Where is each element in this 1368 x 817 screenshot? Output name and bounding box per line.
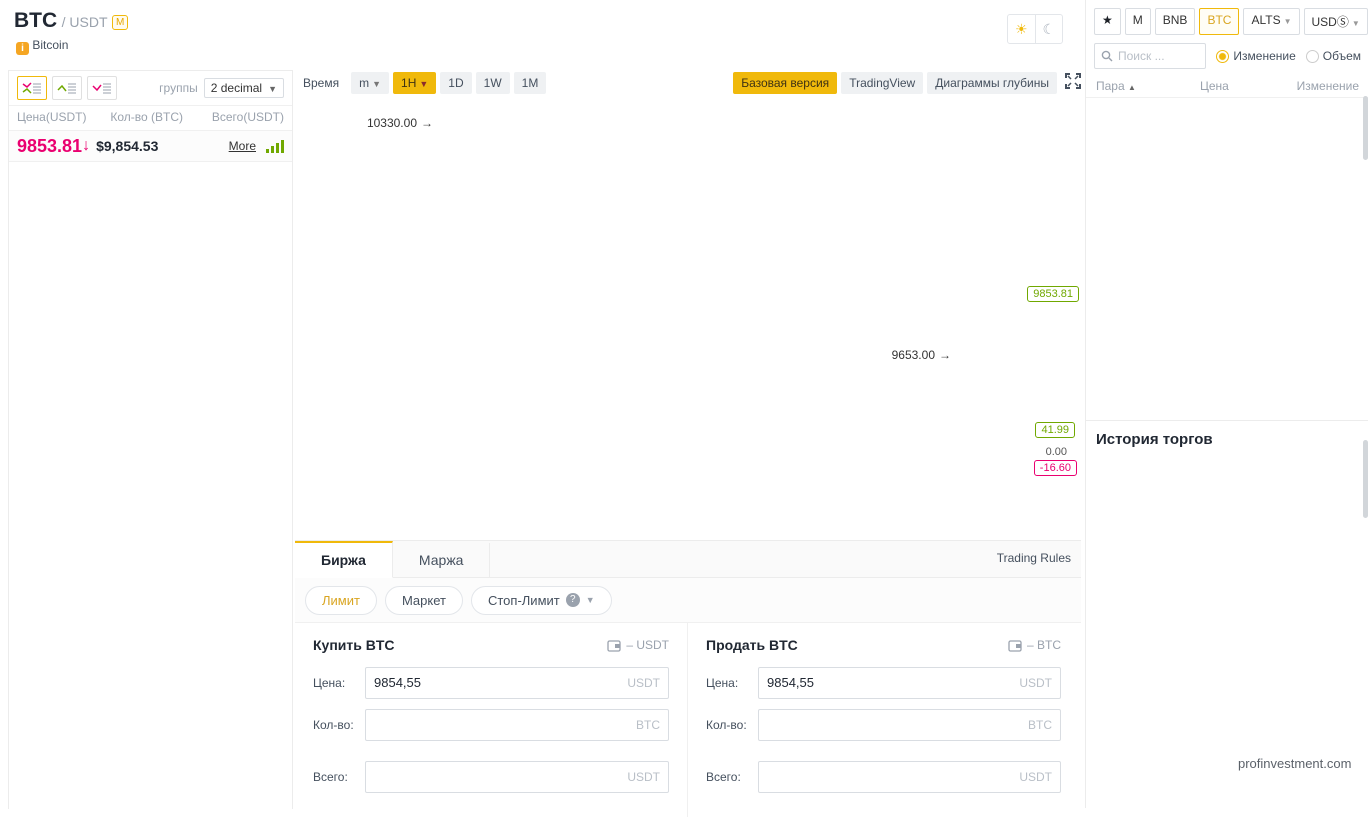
sell-form: Продать BTC – BTC Цена: 9854,55 USDT Кол-… (687, 623, 1079, 817)
radio-on-icon (1216, 49, 1230, 63)
search-input[interactable]: Поиск ... (1094, 43, 1207, 69)
radio-off-icon (1305, 49, 1319, 63)
more-link[interactable]: More (228, 139, 256, 153)
macd-zero-label: 0.00 (1045, 446, 1067, 458)
groups-label: группы (159, 81, 198, 95)
filter-btc[interactable]: BTC (1199, 8, 1240, 35)
radio-change[interactable]: Изменение (1216, 49, 1296, 63)
annotation-high: 10330.00 → (366, 116, 433, 130)
price-down-arrow-icon: ↓ (82, 137, 91, 154)
order-type-limit[interactable]: Лимит (305, 585, 377, 615)
interval-1w-button[interactable]: 1W (475, 72, 510, 94)
decimal-group-select[interactable]: 2 decimal ▼ (203, 78, 284, 98)
sell-balance: – BTC (1026, 638, 1061, 652)
fullscreen-icon[interactable] (1065, 72, 1081, 94)
last-price: 9853.81 (17, 135, 83, 156)
favorites-filter-star-icon[interactable]: ★ (1094, 8, 1121, 35)
candlestick-chart[interactable] (295, 98, 1081, 511)
volume-tag: 41.99 (1035, 422, 1075, 438)
filter-alts[interactable]: ALTS ▼ (1243, 8, 1300, 35)
order-type-market[interactable]: Маркет (384, 585, 463, 615)
tab-margin[interactable]: Маржа (393, 543, 491, 577)
pairs-scrollbar[interactable] (1363, 96, 1368, 160)
info-icon[interactable]: i (16, 42, 29, 55)
arrow-right-icon: → (939, 348, 951, 362)
time-label: Время (303, 76, 340, 90)
wallet-icon (1008, 639, 1022, 652)
filter-usd[interactable]: USDⓈ ▼ (1303, 8, 1368, 35)
header: BTC / USDT M i Bitcoin ☀ ☾ (0, 0, 1368, 62)
chevron-down-icon: ▼ (1283, 17, 1292, 26)
symbol-quote: / USDT (61, 14, 108, 30)
book-view-both-icon[interactable] (17, 76, 47, 100)
interval-1m-button[interactable]: 1M (513, 72, 547, 94)
interval-minute-button[interactable]: m ▼ (351, 72, 390, 94)
last-price-row: 9853.81 ↓ $9,854.53 More (9, 130, 292, 162)
buy-amount-input[interactable]: BTC (365, 709, 669, 741)
symbol-base: BTC (14, 9, 58, 32)
tab-exchange[interactable]: Биржа (295, 541, 393, 578)
order-book-columns: Цена(USDT) Кол-во (BTC) Всего(USDT) (17, 110, 284, 124)
buy-balance: – USDT (626, 638, 669, 652)
theme-toggle: ☀ ☾ (1007, 14, 1063, 44)
pairs-columns: Пара ▲ Цена Изменение (1086, 75, 1368, 98)
chevron-down-icon: ▼ (419, 79, 429, 89)
trades-scrollbar[interactable] (1363, 440, 1368, 518)
interval-1h-button[interactable]: 1H ▼ (393, 72, 437, 94)
depth-bars-icon[interactable] (264, 139, 284, 153)
chart-panel: Время m ▼ 1H ▼ 1D 1W 1M Базовая версия Tra… (295, 70, 1081, 536)
chevron-down-icon: ▼ (268, 84, 277, 94)
sell-title: Продать BTC (706, 637, 798, 653)
interval-1d-button[interactable]: 1D (440, 72, 472, 94)
current-price-tag: 9853.81 (1027, 286, 1079, 302)
help-icon[interactable]: ? (565, 593, 580, 607)
watermark: profinvestment.com (1238, 756, 1352, 771)
time-axis (295, 514, 1035, 532)
depth-chart-button[interactable]: Диаграммы глубины (927, 72, 1057, 94)
dark-theme-icon[interactable]: ☾ (1042, 21, 1056, 37)
buy-total-input[interactable]: USDT (365, 761, 669, 793)
annotation-low: 9653.00 → (891, 348, 951, 362)
light-theme-icon[interactable]: ☀ (1008, 15, 1036, 43)
basic-version-button[interactable]: Базовая версия (733, 72, 838, 94)
buy-price-input[interactable]: 9854,55 USDT (365, 667, 669, 699)
pairs-sort-column[interactable]: Пара (1096, 79, 1125, 93)
wallet-icon (607, 639, 621, 652)
margin-badge: M (111, 15, 129, 30)
market-panel: ★ M BNB BTC ALTS ▼ USDⓈ ▼ Поиск ... Измене… (1085, 0, 1368, 808)
sort-asc-icon: ▲ (1128, 83, 1136, 92)
chevron-down-icon: ▼ (585, 595, 595, 605)
filter-margin[interactable]: M (1124, 8, 1151, 35)
sell-total-input[interactable]: USDT (758, 761, 1061, 793)
sell-amount-input[interactable]: BTC (758, 709, 1061, 741)
book-view-bids-icon[interactable] (52, 76, 82, 100)
order-book: группы 2 decimal ▼ Цена(USDT) Кол-во (BTC… (8, 70, 293, 809)
trading-rules-link[interactable]: Trading Rules (996, 551, 1071, 565)
chevron-down-icon: ▼ (372, 79, 382, 89)
sell-price-input[interactable]: 9854,55 USDT (758, 667, 1061, 699)
filter-bnb[interactable]: BNB (1154, 8, 1196, 35)
arrow-right-icon: → (421, 116, 433, 130)
last-price-usd: $9,854.53 (96, 138, 159, 154)
book-view-asks-icon[interactable] (87, 76, 117, 100)
radio-volume[interactable]: Объем (1305, 49, 1361, 63)
coin-name: Bitcoin (32, 38, 69, 52)
chevron-down-icon: ▼ (1351, 19, 1360, 28)
tradingview-button[interactable]: TradingView (841, 72, 924, 94)
buy-title: Купить BTC (313, 637, 395, 653)
trade-history-title: История торгов (1086, 420, 1368, 454)
macd-value-tag: -16.60 (1033, 460, 1077, 476)
search-icon (1101, 50, 1113, 62)
pairs-list (1086, 98, 1368, 416)
trade-panel: Биржа Маржа Trading Rules Лимит Маркет С… (295, 540, 1081, 817)
buy-form: Купить BTC – USDT Цена: 9854,55 USDT Кол-… (295, 623, 687, 817)
order-type-stop-limit[interactable]: Стоп-Лимит ? ▼ (470, 585, 612, 615)
